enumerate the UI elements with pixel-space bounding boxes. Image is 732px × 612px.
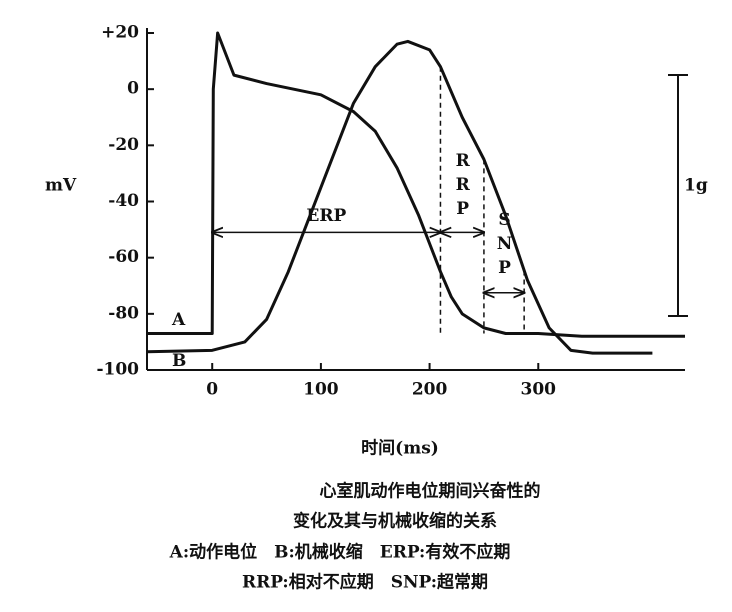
series-label: B (172, 351, 186, 371)
title-line: 变化及其与机械收缩的关系 (293, 511, 497, 532)
y-tick-label: +20 (101, 23, 139, 43)
y-tick-label: 0 (127, 79, 139, 99)
x-tick-label: 100 (303, 380, 339, 400)
series-line (147, 31, 685, 338)
interval-label: SNP (495, 210, 515, 282)
y-tick-label: -80 (108, 303, 139, 323)
x-tick-label: 0 (206, 380, 218, 400)
series-line (146, 39, 653, 355)
note-line: RRP:相对不应期 SNP:超常期 (242, 572, 488, 593)
series-label: A (171, 310, 186, 330)
y-tick-label: -40 (108, 191, 139, 211)
y-tick-label: -100 (96, 360, 139, 380)
x-axis-label: 时间(ms) (361, 438, 439, 459)
x-tick-label: 300 (521, 380, 557, 400)
title-line: 心室肌动作电位期间兴奋性的 (320, 481, 541, 502)
x-tick-label: 200 (412, 380, 448, 400)
y-tick-label: -20 (108, 135, 139, 155)
interval-label: RRP (453, 151, 473, 223)
y-axis-label: mV (45, 176, 77, 196)
scale-bar-label: 1g (684, 176, 708, 196)
interval-label: ERP (306, 206, 346, 226)
y-tick-label: -60 (108, 247, 139, 267)
note-line: A:动作电位 B:机械收缩 ERP:有效不应期 (169, 542, 511, 563)
